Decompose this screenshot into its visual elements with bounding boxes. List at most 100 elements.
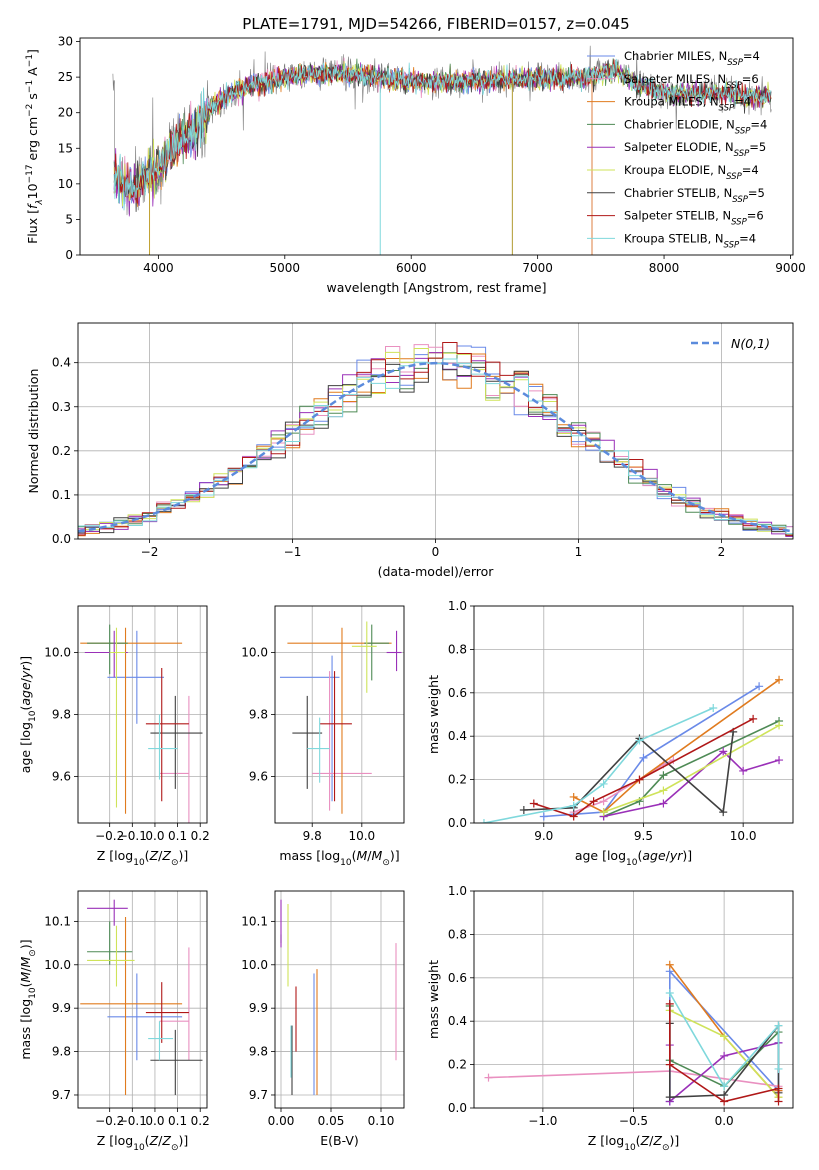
panel-residuals: −2 −1 0 1 2 0.0 0.1 0.2 0.3 0.4 (data-model)/error… [26, 322, 794, 579]
y-tick-label: 9.8 [249, 708, 268, 722]
data-point [148, 714, 178, 780]
data-point [150, 695, 203, 789]
y-tick-label: 9.6 [52, 770, 71, 784]
y-tick-label: 0.4 [52, 356, 71, 370]
x-tick-label: 0.10 [368, 1114, 395, 1128]
mass-weight-series [523, 731, 734, 814]
y-tick-label: 9.8 [249, 1045, 268, 1059]
data-point [739, 766, 748, 775]
data-point [665, 999, 674, 1008]
x-tick-label: 0.2 [191, 829, 210, 843]
data-point [148, 1021, 174, 1061]
data-point [159, 695, 190, 823]
y-tick-label: 0.1 [52, 488, 71, 502]
model-spectrum [113, 57, 593, 255]
y-tick-label: 0.6 [448, 971, 467, 985]
data-point [386, 630, 402, 672]
data-point [775, 721, 784, 730]
model-spectrum [113, 58, 772, 211]
plot-area [80, 899, 203, 1095]
data-point [659, 786, 668, 795]
data-point [84, 630, 128, 678]
legend-entry: Chabrier MILES, NSSP=4 [624, 49, 760, 68]
y-tick-label: 0.6 [448, 686, 467, 700]
x-tick-label: 7000 [522, 261, 553, 275]
y-tick-label: 1.0 [448, 599, 467, 613]
axes-frame [77, 605, 208, 824]
data-point [599, 797, 608, 806]
data-point [484, 1073, 493, 1082]
data-point [775, 675, 784, 684]
y-tick-label: 10.0 [241, 958, 268, 972]
plot-area [80, 624, 203, 823]
x-tick-label: −0.2 [95, 1114, 124, 1128]
axes-frame [274, 605, 405, 824]
x-axis-label: E(B-V) [320, 1133, 359, 1148]
x-tick-label: 0.00 [268, 1114, 295, 1128]
mass-weight-series [669, 992, 780, 1088]
data-point [665, 960, 674, 969]
panels: 4000 5000 6000 7000 8000 9000051015202530wave… [18, 35, 806, 1153]
legend-entry: Salpeter STELIB, NSSP=6 [624, 209, 764, 228]
x-tick-label: 0.1 [168, 1114, 187, 1128]
data-point [774, 1097, 783, 1106]
data-point [775, 756, 784, 765]
y-tick-label: 0.8 [448, 642, 467, 656]
data-point [351, 621, 377, 693]
data-point [519, 805, 528, 814]
panel-spectrum: 4000 5000 6000 7000 8000 9000 0 5 10 15 20 25 30 wave… [25, 35, 806, 295]
data-point [279, 655, 340, 802]
y-axis-label: Normed distribution [26, 369, 41, 494]
x-tick-label: 9.8 [303, 829, 322, 843]
panel-mass-weight-vs-Z: −1.0 −0.5 0.0 0.0 0.2 0.4 0.6 0.8 1.0 Z [log10(Z/… [426, 884, 794, 1153]
data-point [774, 1021, 783, 1030]
data-point [635, 736, 644, 745]
y-tick-label: 0.8 [448, 927, 467, 941]
data-point [109, 627, 126, 808]
data-point [720, 1051, 729, 1060]
data-point [569, 801, 578, 810]
y-tick-label: 10.0 [241, 646, 268, 660]
data-point [145, 982, 189, 1043]
y-tick-label: 9.9 [52, 1001, 71, 1015]
data-point [307, 717, 330, 783]
x-tick-label: −0.1 [118, 1114, 147, 1128]
data-point [774, 1084, 783, 1093]
y-tick-label: 0.0 [448, 1101, 467, 1115]
x-tick-label: 0 [432, 545, 440, 559]
data-point [599, 808, 608, 817]
x-tick-label: 0.0 [145, 1114, 164, 1128]
y-tick-label: 0.4 [448, 1014, 467, 1028]
data-point [80, 917, 183, 1095]
y-tick-label: 0.3 [52, 400, 71, 414]
x-tick-label: −1 [284, 545, 302, 559]
data-point [774, 1064, 783, 1073]
x-axis-label: mass [log10(M/M⊙)] [279, 848, 399, 868]
data-point [80, 627, 183, 814]
y-tick-label: 20 [58, 106, 73, 120]
x-tick-label: −0.1 [118, 829, 147, 843]
axes-frame [77, 322, 794, 540]
data-point [292, 695, 323, 789]
mass-weight-series [483, 707, 714, 823]
data-point [87, 925, 135, 987]
y-tick-label: 10.0 [44, 958, 71, 972]
legend-entry: Kroupa MILES, NSSP=4 [624, 95, 751, 114]
x-tick-label: 0.2 [191, 1114, 210, 1128]
data-point [569, 812, 578, 821]
x-tick-label: 1 [575, 545, 583, 559]
legend-entry: N(0,1) [731, 336, 770, 351]
x-axis-label: age [log10(age/yr)] [575, 848, 692, 868]
y-tick-label: 0.4 [448, 729, 467, 743]
data-point [529, 799, 538, 808]
legend-entry: Kroupa STELIB, NSSP=4 [624, 231, 756, 250]
data-point [719, 747, 728, 756]
axes-frame [473, 605, 794, 824]
y-tick-label: 0.2 [52, 444, 71, 458]
gaussian-reference [78, 361, 793, 533]
legend: Chabrier MILES, NSSP=4 Salpeter MILES, NS… [587, 49, 767, 250]
legend-entry: Salpeter ELODIE, NSSP=5 [624, 140, 766, 159]
y-tick-label: 30 [58, 35, 73, 49]
x-tick-label: 10.0 [348, 829, 375, 843]
x-tick-label: 4000 [143, 261, 174, 275]
